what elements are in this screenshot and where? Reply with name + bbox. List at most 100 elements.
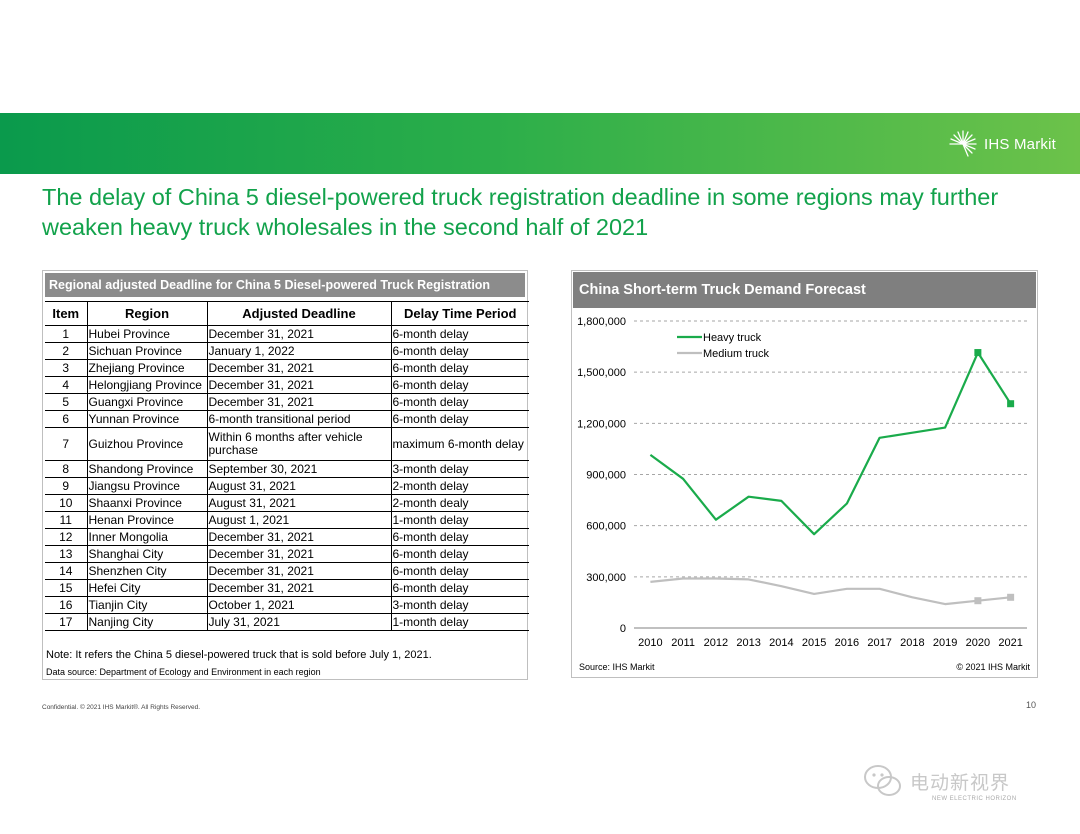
table-row: 13 Shanghai City December 31, 2021 6-month … <box>45 545 529 563</box>
table-row: 7 Guizhou Province Within 6 months after v… <box>45 427 529 461</box>
table-cell: December 31, 2021 <box>206 393 391 411</box>
watermark-subtext: NEW ELECTRIC HORIZON <box>932 796 1017 802</box>
table-cell: December 31, 2021 <box>206 528 391 546</box>
table-cell: 10 <box>45 494 87 512</box>
table-cell: Yunnan Province <box>86 410 207 428</box>
table-cell: 16 <box>45 596 87 614</box>
deadline-table-panel: Regional adjusted Deadline for China 5 D… <box>42 270 529 680</box>
table-cell: 14 <box>45 562 87 580</box>
table-cell: Hefei City <box>86 579 207 597</box>
x-tick-label: 2017 <box>867 637 891 649</box>
data-point-marker <box>974 597 982 605</box>
chart-panel: China Short-term Truck Demand Forecast 0… <box>571 270 1038 678</box>
table-cell: Shaanxi Province <box>86 494 207 512</box>
table-row: 3 Zhejiang Province December 31, 2021 6-mon… <box>45 359 529 377</box>
table-cell: 8 <box>45 460 87 478</box>
table-cell: 2-month delay <box>390 477 529 495</box>
table-cell: 13 <box>45 545 87 563</box>
table-cell: maximum 6-month delay <box>390 427 529 461</box>
table-cell: December 31, 2021 <box>206 325 391 343</box>
table-cell: August 31, 2021 <box>206 477 391 495</box>
table-row: 11 Henan Province August 1, 2021 1-month de… <box>45 511 529 529</box>
data-point-marker <box>1007 593 1015 601</box>
table-row: 8 Shandong Province September 30, 2021 3-mo… <box>45 460 529 478</box>
x-tick-label: 2016 <box>835 637 859 649</box>
watermark: 电动新视界 NEW ELECTRIC HORIZON <box>862 760 1016 802</box>
y-tick-label: 1,500,000 <box>577 367 626 379</box>
wechat-icon <box>864 765 901 796</box>
table-cell: Tianjin City <box>86 596 207 614</box>
table-cell: Henan Province <box>86 511 207 529</box>
table-cell: 6 <box>45 410 87 428</box>
table-body: 1 Hubei Province December 31, 2021 6-month … <box>45 325 529 631</box>
burst-icon <box>949 130 977 157</box>
data-point-marker <box>1007 400 1015 408</box>
x-tick-label: 2015 <box>802 637 826 649</box>
chart-source: Source: IHS Markit <box>579 662 655 672</box>
table-cell: Sichuan Province <box>86 342 207 360</box>
table-cell: Guizhou Province <box>86 427 207 461</box>
table-cell: December 31, 2021 <box>206 579 391 597</box>
table-row: 14 Shenzhen City December 31, 2021 6-month … <box>45 562 529 580</box>
table-row: 1 Hubei Province December 31, 2021 6-month … <box>45 325 529 343</box>
table-cell: Nanjing City <box>86 613 207 631</box>
ihs-markit-logo: IHS Markit <box>946 129 1056 159</box>
table-cell: 6-month delay <box>390 410 529 428</box>
table-cell: October 1, 2021 <box>206 596 391 614</box>
table-cell: 2 <box>45 342 87 360</box>
table-cell: December 31, 2021 <box>206 359 391 377</box>
table-cell: Shenzhen City <box>86 562 207 580</box>
y-tick-label: 1,200,000 <box>577 418 626 430</box>
truck-demand-chart: 0 300,000 600,000 900,000 1,200,000 1,500,000… <box>577 316 1027 649</box>
x-tick-label: 2020 <box>966 637 990 649</box>
table-cell: 4 <box>45 376 87 394</box>
table-cell: August 1, 2021 <box>206 511 391 529</box>
table-row: 6 Yunnan Province 6-month transitional per… <box>45 410 529 428</box>
logo-text: IHS Markit <box>983 135 1056 153</box>
table-cell: 6-month transitional period <box>206 410 391 428</box>
table-row: 10 Shaanxi Province August 31, 2021 2-month… <box>45 494 529 512</box>
table-cell: 1 <box>45 325 87 343</box>
table-cell: 11 <box>45 511 87 529</box>
table-cell: 6-month delay <box>390 528 529 546</box>
table-cell: December 31, 2021 <box>206 562 391 580</box>
table-cell: 1-month delay <box>390 613 529 631</box>
table-cell: Inner Mongolia <box>86 528 207 546</box>
table-cell: 6-month delay <box>390 579 529 597</box>
table-cell: 6-month delay <box>390 342 529 360</box>
heavy-truck-line <box>649 351 1012 536</box>
table-cell: 1-month delay <box>390 511 529 529</box>
table-cell: 3 <box>45 359 87 377</box>
y-tick-label: 0 <box>620 623 626 635</box>
x-tick-label: 2012 <box>704 637 728 649</box>
table-row: 16 Tianjin City October 1, 2021 3-month del… <box>45 596 529 614</box>
table-cell: 6-month delay <box>390 359 529 377</box>
watermark-text: 电动新视界 <box>910 772 1011 794</box>
slide-title: The delay of China 5 diesel-powered truc… <box>42 184 999 240</box>
table-cell: Within 6 months after vehicle purchase <box>206 427 391 461</box>
table-cell: 7 <box>45 427 87 461</box>
chart-title: China Short-term Truck Demand Forecast <box>573 272 1036 308</box>
table-row: 5 Guangxi Province December 31, 2021 6-mont… <box>45 393 529 411</box>
table-cell: 6-month delay <box>390 562 529 580</box>
table-cell: Zhejiang Province <box>86 359 207 377</box>
table-cell: Shanghai City <box>86 545 207 563</box>
table-cell: Guangxi Province <box>86 393 207 411</box>
table-cell: 6-month delay <box>390 376 529 394</box>
table-cell: 5 <box>45 393 87 411</box>
table-cell: December 31, 2021 <box>206 545 391 563</box>
table-caption: Regional adjusted Deadline for China 5 D… <box>45 273 525 297</box>
table-cell: 3-month delay <box>390 596 529 614</box>
x-tick-label: 2021 <box>998 637 1022 649</box>
table-row: 2 Sichuan Province January 1, 2022 6-month … <box>45 342 529 360</box>
table-cell: 6-month delay <box>390 545 529 563</box>
table-cell: Jiangsu Province <box>86 477 207 495</box>
table-row: 12 Inner Mongolia December 31, 2021 6-month… <box>45 528 529 546</box>
column-header: Delay Time Period <box>390 301 529 326</box>
column-header: Adjusted Deadline <box>206 301 391 326</box>
table-cell: 15 <box>45 579 87 597</box>
table-cell: 12 <box>45 528 87 546</box>
table-cell: January 1, 2022 <box>206 342 391 360</box>
table-row: 9 Jiangsu Province August 31, 2021 2-month … <box>45 477 529 495</box>
table-row: 17 Nanjing City July 31, 2021 1-month delay <box>45 613 529 631</box>
